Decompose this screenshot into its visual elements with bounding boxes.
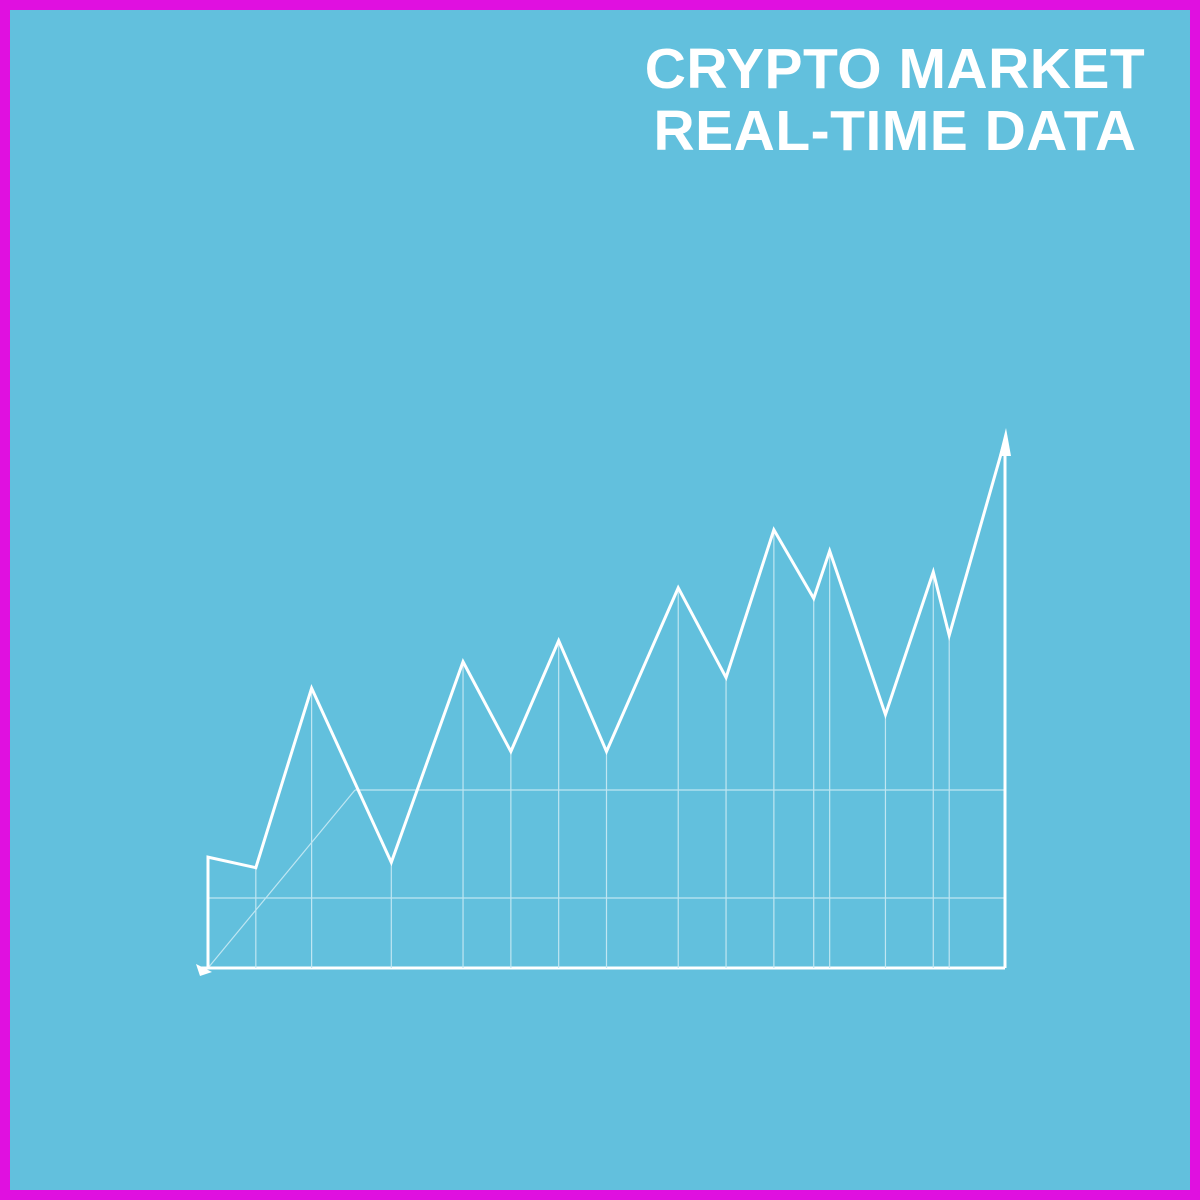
chart-title: CRYPTO MARKET REAL-TIME DATA (644, 37, 1146, 163)
axis-arrow (196, 964, 212, 976)
line (206, 439, 1007, 968)
line-arrow (999, 428, 1011, 456)
guide-line (207, 789, 356, 969)
